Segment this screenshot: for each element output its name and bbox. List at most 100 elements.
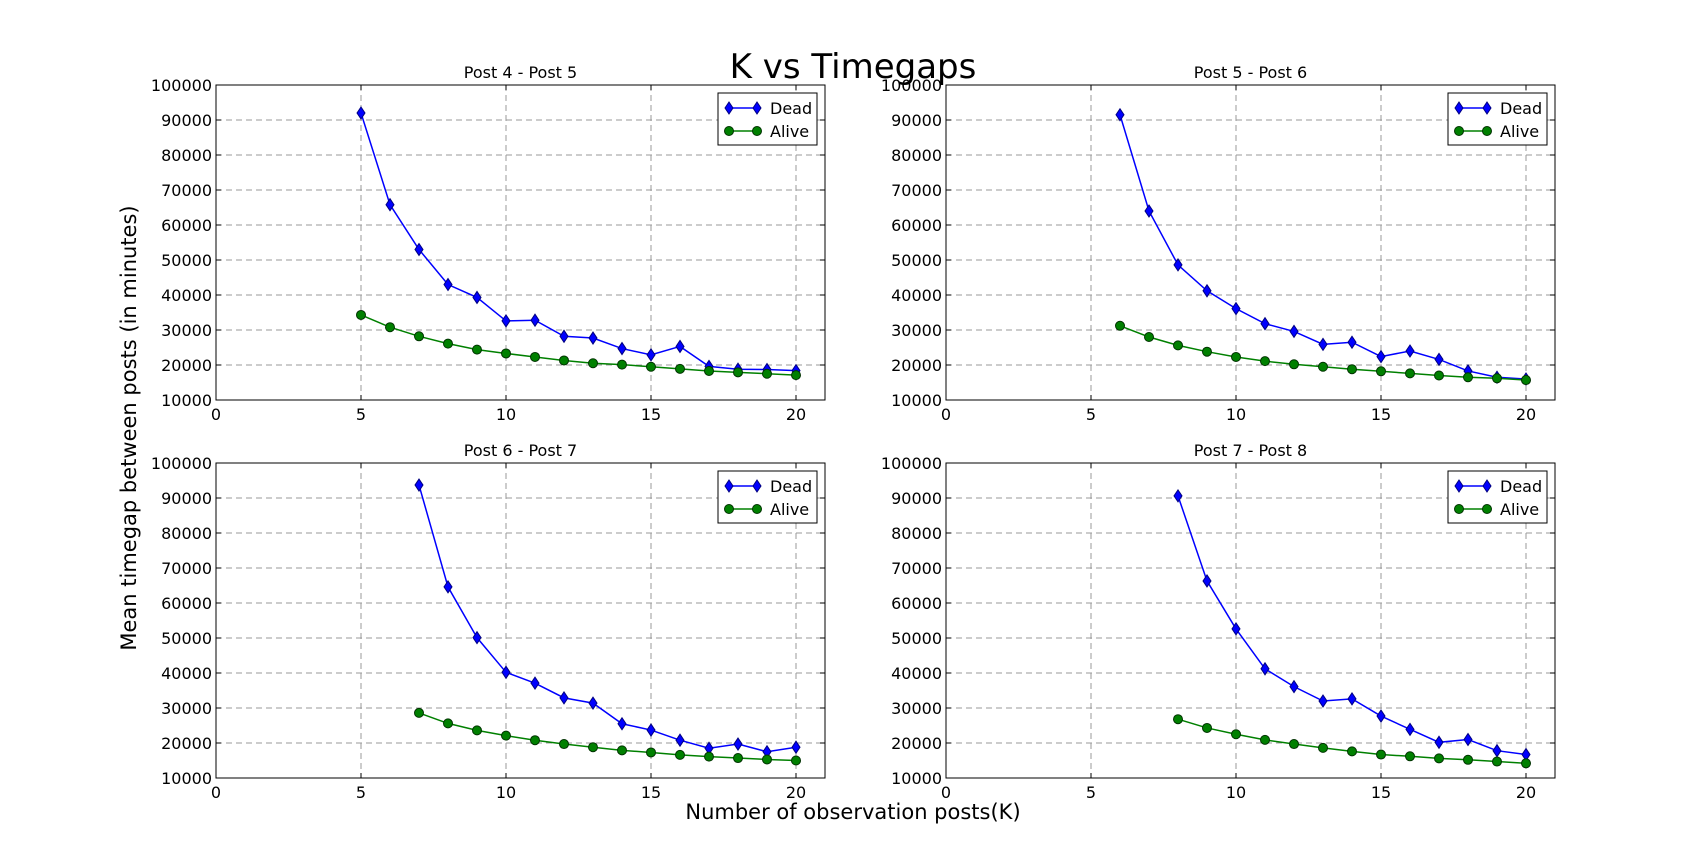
y-tick-label: 90000 — [891, 489, 942, 508]
data-point-alive — [559, 355, 569, 366]
data-point-alive — [501, 730, 511, 741]
data-point-dead — [1173, 257, 1183, 272]
legend-label-dead: Dead — [770, 477, 812, 496]
legend-label-alive: Alive — [770, 500, 809, 519]
x-tick-label: 0 — [941, 405, 951, 424]
data-point-alive — [704, 365, 714, 376]
data-point-alive — [1318, 361, 1328, 372]
legend: Dead Alive — [717, 470, 818, 524]
legend-label-alive: Alive — [1500, 500, 1539, 519]
y-tick-label: 60000 — [161, 594, 212, 613]
data-point-dead — [443, 579, 453, 594]
data-point-dead — [1434, 735, 1444, 750]
data-point-alive — [617, 745, 627, 756]
data-point-alive — [762, 754, 772, 765]
x-tick-label: 5 — [1086, 783, 1096, 802]
y-tick-label: 100000 — [151, 76, 212, 95]
data-point-dead — [646, 723, 656, 737]
data-point-alive — [1376, 366, 1386, 377]
data-point-alive — [414, 331, 424, 342]
data-point-dead — [443, 277, 453, 292]
axes-frame — [215, 84, 826, 401]
data-point-alive — [675, 749, 685, 760]
data-point-dead — [588, 696, 598, 711]
legend-marker-dead — [752, 479, 762, 493]
x-tick-label: 20 — [1516, 405, 1536, 424]
data-point-alive — [1289, 739, 1299, 750]
data-point-alive — [1231, 729, 1241, 740]
x-tick-label: 5 — [1086, 405, 1096, 424]
data-point-dead — [1289, 324, 1299, 339]
data-point-dead — [1144, 204, 1154, 218]
data-point-dead — [675, 733, 685, 748]
data-point-dead — [1318, 337, 1328, 352]
x-tick-label: 0 — [211, 405, 221, 424]
data-point-alive — [1144, 332, 1154, 342]
y-tick-label: 30000 — [891, 321, 942, 340]
data-point-alive — [1347, 746, 1357, 757]
data-point-dead — [1347, 691, 1357, 706]
figure-ylabel: Mean timegap between posts (in minutes) — [117, 205, 141, 650]
x-tick-label: 5 — [356, 783, 366, 802]
legend-box — [1447, 92, 1548, 146]
data-point-alive — [1318, 742, 1328, 753]
y-tick-label: 20000 — [161, 734, 212, 753]
legend-marker-alive — [752, 126, 762, 136]
legend-marker-dead — [1454, 101, 1464, 115]
data-point-dead — [1231, 301, 1241, 316]
legend-label-alive: Alive — [770, 122, 809, 141]
legend-label-dead: Dead — [1500, 99, 1542, 118]
subplot-2: Post 5 - Post 6 0 5 10 15 20 10000 20000 30000 40… — [881, 63, 1556, 424]
figure-xlabel: Number of observation posts(K) — [685, 800, 1020, 824]
data-point-alive — [443, 338, 453, 349]
y-tick-label: 50000 — [891, 251, 942, 270]
x-tick-label: 20 — [786, 783, 806, 802]
data-point-dead — [1289, 679, 1299, 694]
data-point-alive — [588, 358, 598, 369]
series-line-dead — [418, 484, 797, 753]
y-tick-label: 10000 — [161, 391, 212, 410]
data-point-alive — [1260, 734, 1270, 745]
data-point-alive — [1289, 359, 1299, 370]
x-tick-label: 10 — [496, 783, 516, 802]
legend-marker-dead — [1482, 101, 1492, 115]
y-tick-label: 30000 — [161, 699, 212, 718]
y-tick-label: 90000 — [891, 111, 942, 130]
y-tick-label: 10000 — [161, 769, 212, 788]
data-point-dead — [617, 341, 627, 356]
data-point-alive — [762, 368, 772, 379]
data-point-alive — [443, 718, 453, 729]
data-point-dead — [1202, 574, 1212, 588]
legend-label-dead: Dead — [1500, 477, 1542, 496]
y-tick-label: 100000 — [881, 76, 942, 95]
data-point-dead — [472, 290, 482, 305]
legend-marker-alive — [1454, 504, 1464, 514]
data-point-dead — [1202, 283, 1212, 298]
data-point-dead — [1260, 661, 1270, 676]
y-tick-label: 80000 — [891, 146, 942, 165]
y-tick-label: 40000 — [891, 286, 942, 305]
subplots: Post 4 - Post 50 5 10 15 2010000200003000040… — [151, 63, 1556, 802]
data-point-alive — [472, 344, 482, 355]
data-point-dead — [1463, 732, 1473, 747]
series-line-alive — [360, 314, 797, 376]
axes-frame — [215, 462, 826, 779]
series-line-dead — [360, 112, 797, 372]
data-point-dead — [675, 339, 685, 354]
data-point-dead — [791, 740, 801, 755]
y-tick-label: 50000 — [161, 251, 212, 270]
series-line-dead — [1177, 495, 1527, 756]
data-point-alive — [1376, 749, 1386, 760]
data-point-dead — [733, 737, 743, 751]
data-point-dead — [1376, 709, 1386, 723]
y-tick-label: 100000 — [881, 454, 942, 473]
y-tick-label: 30000 — [161, 321, 212, 340]
data-point-dead — [617, 716, 627, 731]
x-tick-label: 20 — [786, 405, 806, 424]
data-point-dead — [1405, 344, 1415, 358]
legend-marker-dead — [724, 479, 734, 493]
data-point-dead — [1492, 743, 1502, 758]
y-tick-label: 40000 — [891, 664, 942, 683]
x-tick-label: 10 — [496, 405, 516, 424]
